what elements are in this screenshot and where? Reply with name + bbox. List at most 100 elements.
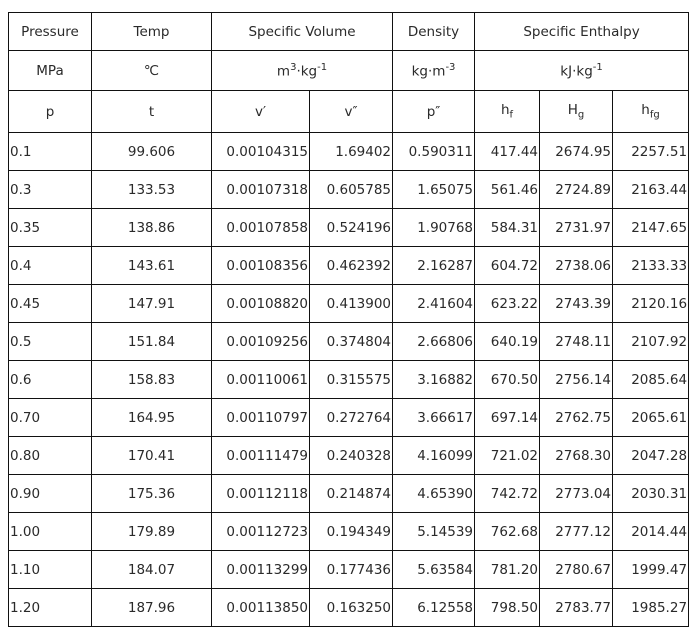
table-row: 0.90 175.36 0.00112118 0.214874 4.65390 742.7… [8,474,690,513]
cell-pressure: 0.70 [8,398,92,437]
cell-density: 6.12558 [392,588,476,627]
cell-v-prime: 0.00111479 [211,436,310,475]
symbol-hfg-base: h [641,102,650,119]
table-row: 1.00 179.89 0.00112723 0.194349 5.14539 762.6… [8,512,690,551]
cell-v-double-prime: 0.240328 [308,436,394,475]
cell-v-double-prime: 0.214874 [308,474,394,513]
cell-temp: 170.41 [91,436,212,475]
unit-volume: m3·kg-1 [210,50,394,91]
cell-v-prime: 0.00108356 [211,246,310,285]
table-row: 0.1 99.606 0.00104315 1.69402 0.590311 417.44… [8,132,690,171]
cell-hfg: 2107.92 [612,322,690,361]
cell-v-double-prime: 0.413900 [308,284,394,323]
cell-hg: 2777.12 [539,512,614,551]
cell-hg: 2748.11 [539,322,614,361]
cell-density: 2.66806 [392,322,476,361]
cell-v-double-prime: 0.605785 [308,170,394,209]
cell-v-double-prime: 0.524196 [308,208,394,247]
cell-v-prime: 0.00104315 [211,132,310,171]
cell-hfg: 2014.44 [612,512,690,551]
cell-density: 3.66617 [392,398,476,437]
symbol-p: p [8,90,92,133]
cell-hfg: 2030.31 [612,474,690,513]
unit-enthalpy-base: kJ·kg [560,63,593,80]
table-row: 1.20 187.96 0.00113850 0.163250 6.12558 798.5… [8,588,690,627]
cell-hg: 2731.97 [539,208,614,247]
symbol-t: t [91,90,212,133]
cell-hg: 2773.04 [539,474,614,513]
cell-hfg: 1999.47 [612,550,690,589]
table-row: 0.6 158.83 0.00110061 0.315575 3.16882 670.50… [8,360,690,399]
cell-hg: 2738.06 [539,246,614,285]
cell-pressure: 0.80 [8,436,92,475]
header-pressure: Pressure [8,12,92,51]
header-temp: Temp [91,12,212,51]
cell-pressure: 0.5 [8,322,92,361]
cell-density: 2.41604 [392,284,476,323]
table-row: 0.4 143.61 0.00108356 0.462392 2.16287 604.72… [8,246,690,285]
cell-temp: 164.95 [91,398,212,437]
cell-v-prime: 0.00107858 [211,208,310,247]
cell-hfg: 2065.61 [612,398,690,437]
cell-v-prime: 0.00110797 [211,398,310,437]
cell-temp: 184.07 [91,550,212,589]
unit-enthalpy-exp: -1 [592,61,603,73]
cell-v-prime: 0.00113299 [211,550,310,589]
cell-pressure: 0.3 [8,170,92,209]
cell-hf: 798.50 [474,588,541,627]
unit-volume-base: m [276,63,291,80]
table-row: 0.80 170.41 0.00111479 0.240328 4.16099 721.0… [8,436,690,475]
cell-v-double-prime: 0.163250 [308,588,394,627]
header-row-symbols: p t v′ v″ p″ hf Hg hfg [8,90,690,133]
symbol-v-prime: v′ [211,90,310,133]
cell-hf: 561.46 [474,170,541,209]
cell-hf: 640.19 [474,322,541,361]
unit-density-exp: -3 [445,61,456,73]
cell-v-double-prime: 0.462392 [308,246,394,285]
cell-density: 5.14539 [392,512,476,551]
cell-density: 1.90768 [392,208,476,247]
symbol-hf: hf [474,90,541,133]
cell-hf: 762.68 [474,512,541,551]
header-specific-volume: Specific Volume [210,12,394,51]
symbol-rho: p″ [392,90,476,133]
symbol-v-double-prime: v″ [308,90,394,133]
cell-hf: 721.02 [474,436,541,475]
cell-v-double-prime: 0.315575 [308,360,394,399]
cell-pressure: 0.35 [8,208,92,247]
cell-hfg: 1985.27 [612,588,690,627]
cell-hf: 604.72 [474,246,541,285]
cell-hg: 2724.89 [539,170,614,209]
cell-temp: 138.86 [91,208,212,247]
symbol-hfg: hfg [612,90,690,133]
cell-hfg: 2147.65 [612,208,690,247]
cell-hf: 670.50 [474,360,541,399]
cell-temp: 187.96 [91,588,212,627]
cell-v-double-prime: 0.177436 [308,550,394,589]
cell-temp: 99.606 [91,132,212,171]
unit-volume-exp1: 3 [290,61,297,73]
cell-pressure: 0.90 [8,474,92,513]
cell-hf: 584.31 [474,208,541,247]
cell-temp: 151.84 [91,322,212,361]
symbol-hg: Hg [539,90,614,133]
cell-temp: 158.83 [91,360,212,399]
cell-v-prime: 0.00109256 [211,322,310,361]
cell-pressure: 1.20 [8,588,92,627]
cell-v-double-prime: 0.194349 [308,512,394,551]
table-row: 0.45 147.91 0.00108820 0.413900 2.41604 623.2… [8,284,690,323]
unit-volume-mid: ·kg [296,63,318,80]
unit-pressure: MPa [8,50,92,91]
cell-hf: 781.20 [474,550,541,589]
cell-hg: 2743.39 [539,284,614,323]
symbol-hfg-sub: fg [649,109,660,121]
cell-v-double-prime: 0.374804 [308,322,394,361]
symbol-hf-base: h [500,102,510,119]
steam-table: Pressure Temp Specific Volume Density Sp… [8,12,690,627]
cell-density: 0.590311 [392,132,476,171]
cell-v-prime: 0.00113850 [211,588,310,627]
symbol-hf-sub: f [509,109,514,121]
cell-hf: 697.14 [474,398,541,437]
cell-hf: 742.72 [474,474,541,513]
header-density: Density [392,12,476,51]
